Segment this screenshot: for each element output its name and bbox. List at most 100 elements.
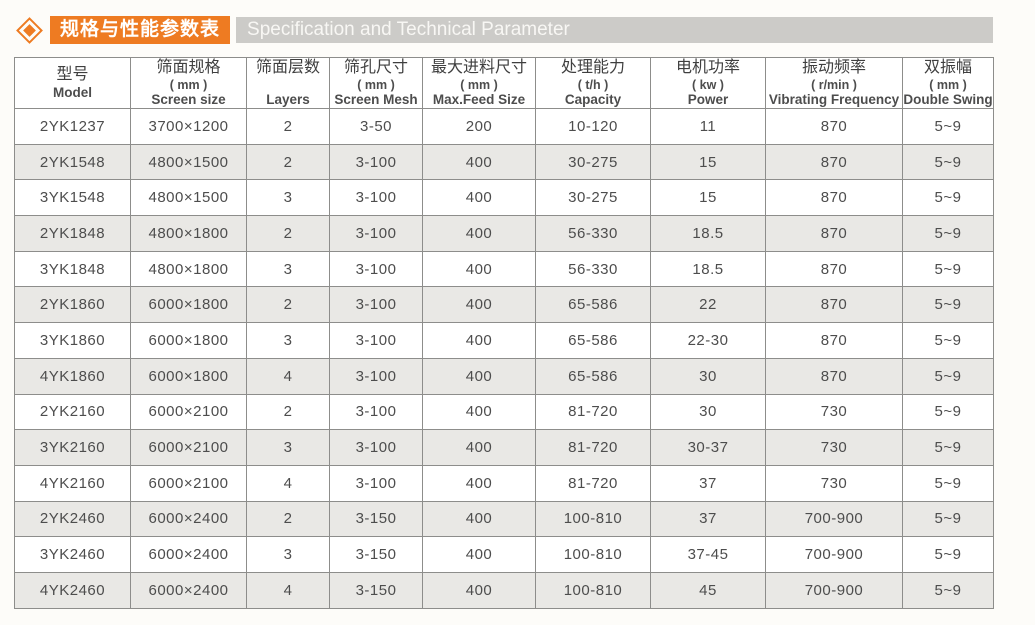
table-cell: 4800×1500 [130, 143, 247, 181]
table-cell: 3YK1848 [14, 250, 131, 288]
table-cell: 5~9 [902, 179, 994, 217]
table-cell: 65-586 [535, 322, 651, 359]
table-cell: 81-720 [535, 464, 651, 502]
column-header: 最大进料尺寸 ( mm ) Max.Feed Size [422, 57, 536, 109]
table-cell: 30 [650, 357, 766, 395]
table-cell: 870 [765, 179, 903, 217]
header-cn: 型号 [56, 66, 89, 83]
table-cell: 3700×1200 [130, 108, 247, 145]
table-cell: 2 [246, 500, 330, 538]
table-row: 2YK1860 6000×1800 2 3-100 400 65-586 22 870 5~9 [14, 286, 994, 324]
table-cell: 5~9 [902, 357, 994, 395]
header-cn: 处理能力 [560, 59, 625, 76]
table-cell: 400 [422, 464, 536, 502]
table-cell: 4800×1500 [130, 179, 247, 217]
table-cell: 3-100 [329, 393, 423, 431]
table-cell: 4YK2160 [14, 464, 131, 502]
table-cell: 3-100 [329, 357, 423, 395]
header-cn: 筛面规格 [156, 59, 221, 76]
table-cell: 3-100 [329, 179, 423, 217]
table-cell: 2 [246, 215, 330, 252]
table-cell: 3-100 [329, 250, 423, 288]
table-cell: 6000×2100 [130, 393, 247, 431]
table-cell: 4800×1800 [130, 215, 247, 252]
table-cell: 870 [765, 322, 903, 359]
table-cell: 30 [650, 393, 766, 431]
table-cell: 65-586 [535, 286, 651, 324]
table-cell: 5~9 [902, 286, 994, 324]
table-cell: 400 [422, 143, 536, 181]
table-cell: 2 [246, 108, 330, 145]
column-header: 振动频率 ( r/min ) Vibrating Frequency [765, 57, 903, 109]
table-cell: 6000×2400 [130, 571, 247, 609]
table-row: 2YK2460 6000×2400 2 3-150 400 100-810 37 700-90… [14, 500, 994, 538]
header-bar: 规格与性能参数表 Specification and Technical Par… [14, 16, 993, 44]
table-cell: 400 [422, 357, 536, 395]
table-cell: 22-30 [650, 322, 766, 359]
table-cell: 3 [246, 179, 330, 217]
table-cell: 3-100 [329, 143, 423, 181]
column-header: 筛面规格 ( mm ) Screen size [130, 57, 247, 109]
table-cell: 4 [246, 464, 330, 502]
header-cn: 筛孔尺寸 [343, 59, 408, 76]
table-cell: 2YK1548 [14, 143, 131, 181]
table-cell: 3 [246, 322, 330, 359]
header-en: Capacity [564, 92, 622, 107]
table-cell: 3YK2460 [14, 536, 131, 573]
column-header: 处理能力 ( t/h ) Capacity [535, 57, 651, 109]
table-cell: 4 [246, 571, 330, 609]
header-en: Model [53, 85, 92, 100]
table-cell: 100-810 [535, 536, 651, 573]
table-cell: 870 [765, 143, 903, 181]
table-cell: 30-37 [650, 429, 766, 466]
table-cell: 2 [246, 143, 330, 181]
table-row: 3YK2160 6000×2100 3 3-100 400 81-720 30-37 730 5… [14, 429, 994, 466]
table-cell: 81-720 [535, 429, 651, 466]
table-cell: 5~9 [902, 500, 994, 538]
header-unit: ( r/min ) [811, 78, 857, 92]
header-cn: 电机功率 [675, 59, 740, 76]
table-cell: 400 [422, 250, 536, 288]
table-row: 3YK1860 6000×1800 3 3-100 400 65-586 22-30 870 5… [14, 322, 994, 359]
header-unit: ( mm ) [929, 78, 967, 92]
table-cell: 2 [246, 393, 330, 431]
table-cell: 11 [650, 108, 766, 145]
column-header: 型号 Model [14, 57, 131, 109]
header-unit: ( mm ) [169, 78, 208, 92]
table-row: 3YK1848 4800×1800 3 3-100 400 56-330 18.5 870 5~… [14, 250, 994, 288]
table-cell: 200 [422, 108, 536, 145]
table-cell: 700-900 [765, 571, 903, 609]
table-cell: 37-45 [650, 536, 766, 573]
header-en: Screen size [151, 92, 226, 107]
table-cell: 3-150 [329, 536, 423, 573]
table-cell: 2 [246, 286, 330, 324]
table-cell: 22 [650, 286, 766, 324]
table-cell: 45 [650, 571, 766, 609]
column-header: 电机功率 ( kw ) Power [650, 57, 766, 109]
table-row: 3YK2460 6000×2400 3 3-150 400 100-810 37-45 700… [14, 536, 994, 573]
table-cell: 5~9 [902, 215, 994, 252]
table-cell: 15 [650, 143, 766, 181]
title-cn-badge: 规格与性能参数表 [50, 16, 231, 44]
table-cell: 5~9 [902, 393, 994, 431]
header-unit [248, 78, 329, 92]
table-cell: 400 [422, 393, 536, 431]
header-cn: 筛面层数 [255, 59, 320, 76]
table-cell: 30-275 [535, 179, 651, 217]
table-cell: 15 [650, 179, 766, 217]
table-cell: 5~9 [902, 464, 994, 502]
table-cell: 10-120 [535, 108, 651, 145]
table-row: 2YK1848 4800×1800 2 3-100 400 56-330 18.5 870 5~… [14, 215, 994, 252]
header-row: 型号 Model 筛面规格( mm ) Screen size 筛面层数 Layers 筛孔… [14, 57, 994, 109]
table-header: 型号 Model 筛面规格( mm ) Screen size 筛面层数 Layers 筛孔… [14, 57, 994, 109]
table-cell: 5~9 [902, 108, 994, 145]
table-row: 2YK2160 6000×2100 2 3-100 400 81-720 30 730 5~9 [14, 393, 994, 431]
table-cell: 5~9 [902, 143, 994, 181]
table-cell: 870 [765, 108, 903, 145]
table-cell: 30-275 [535, 143, 651, 181]
table-cell: 400 [422, 500, 536, 538]
table-cell: 2YK2460 [14, 500, 131, 538]
table-cell: 4800×1800 [130, 250, 247, 288]
table-cell: 3-150 [329, 571, 423, 609]
